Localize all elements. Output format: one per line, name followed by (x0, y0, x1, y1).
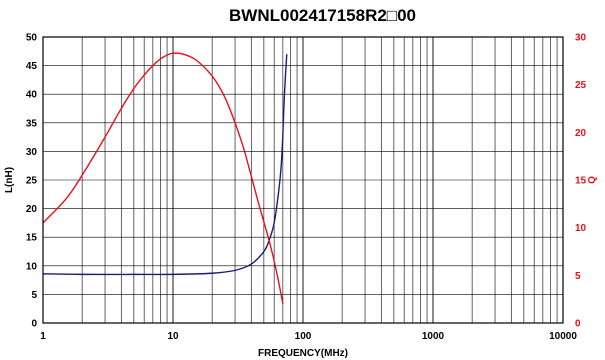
y2-axis-label: Q (587, 176, 598, 184)
y2-tick-label: 30 (575, 33, 587, 44)
y-tick-label: 5 (31, 290, 37, 301)
x-tick-label: 1000 (422, 331, 445, 342)
y-tick-label: 40 (26, 90, 38, 101)
y-tick-label: 45 (26, 61, 38, 72)
y-tick-label: 25 (26, 176, 38, 187)
y-tick-label: 20 (26, 204, 38, 215)
y-tick-labels: 0 5 10 15 20 25 30 35 40 45 50 (26, 33, 38, 330)
y-tick-label: 15 (26, 233, 38, 244)
y2-tick-label: 5 (575, 271, 581, 282)
x-tick-label: 1 (40, 331, 46, 342)
y-tick-label: 50 (26, 33, 38, 44)
x-axis-label: FREQUENCY(MHz) (258, 348, 348, 359)
y2-tick-labels: 0 5 10 15 20 25 30 (575, 33, 587, 330)
series-line-l (42, 54, 288, 276)
y2-tick-label: 10 (575, 223, 587, 234)
y2-tick-label: 0 (575, 319, 581, 330)
y2-tick-label: 20 (575, 128, 587, 139)
y2-tick-label: 15 (575, 176, 587, 187)
series-layer (42, 52, 288, 305)
y-tick-label: 35 (26, 118, 38, 129)
series-line-q (42, 52, 284, 305)
y-tick-label: 10 (26, 261, 38, 272)
x-tick-label: 10 (167, 331, 179, 342)
grid-layer (42, 36, 563, 324)
y2-tick-label: 25 (575, 80, 587, 91)
x-tick-labels: 1 10 100 1000 10000 (40, 331, 577, 342)
x-tick-label: 100 (295, 331, 312, 342)
y-tick-label: 0 (31, 319, 37, 330)
y-tick-label: 30 (26, 147, 38, 158)
plot-frame (42, 36, 564, 324)
y-axis-label: L(nH) (4, 167, 15, 193)
x-tick-label: 10000 (549, 331, 577, 342)
chart-title: BWNL002417158R2□00 (229, 6, 416, 25)
